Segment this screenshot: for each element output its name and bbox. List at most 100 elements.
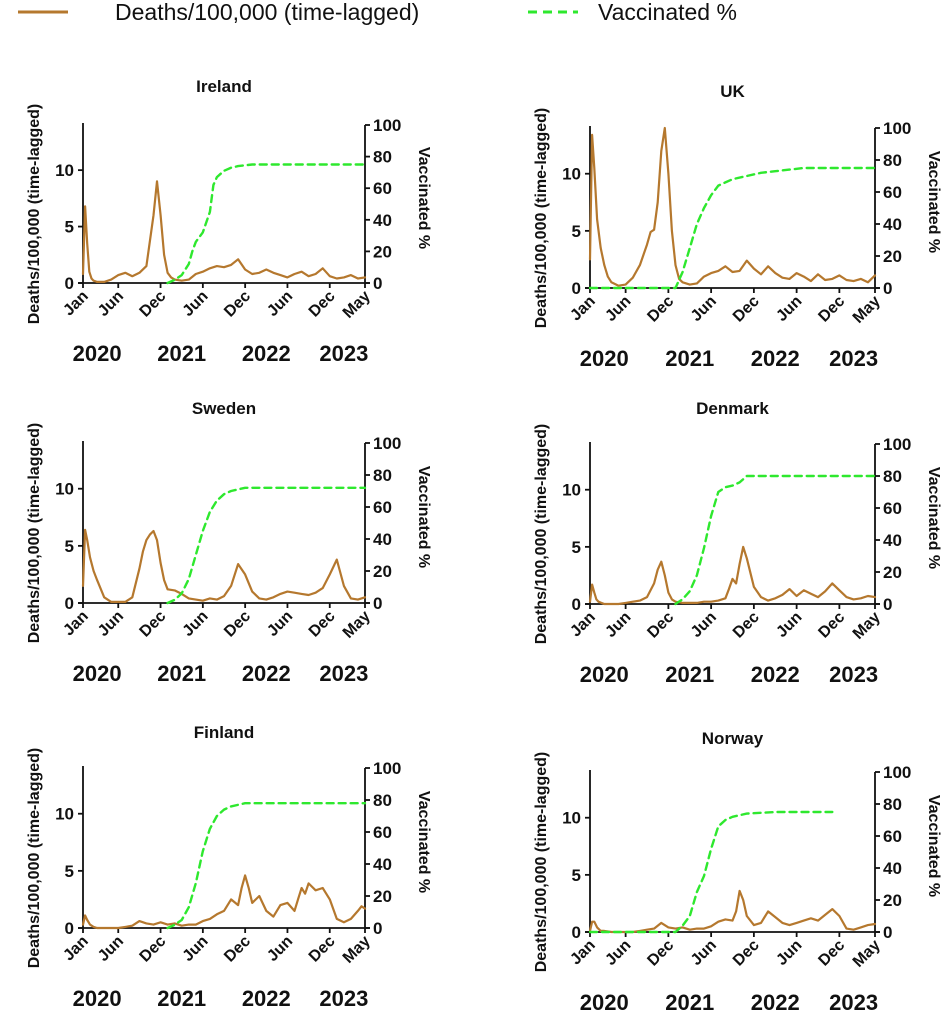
x-tick-label: Jun bbox=[95, 933, 127, 965]
x-tick-label: Dec bbox=[306, 933, 339, 966]
year-label: 2022 bbox=[242, 986, 291, 1011]
right-tick-label: 60 bbox=[373, 498, 392, 517]
x-tick-label: Dec bbox=[815, 937, 848, 970]
legend-vaccinated-label: Vaccinated % bbox=[598, 0, 737, 25]
right-tick-label: 20 bbox=[883, 247, 902, 266]
right-tick-label: 20 bbox=[373, 242, 392, 261]
left-axis-label: Deaths/100,000 (time-lagged) bbox=[533, 424, 550, 645]
left-tick-label: 10 bbox=[55, 805, 74, 824]
series-vaccinated-line bbox=[674, 474, 877, 606]
x-tick-label: Jun bbox=[688, 937, 720, 969]
right-tick-label: 60 bbox=[883, 183, 902, 202]
left-tick-label: 0 bbox=[65, 274, 74, 293]
right-tick-label: 60 bbox=[373, 823, 392, 842]
x-tick-label: Jun bbox=[180, 608, 212, 640]
x-tick-label: Dec bbox=[730, 293, 763, 326]
x-tick-label: Dec bbox=[644, 609, 677, 642]
x-tick-label: Dec bbox=[815, 609, 848, 642]
year-label: 2021 bbox=[157, 661, 206, 686]
x-tick-label: May bbox=[850, 293, 884, 327]
left-tick-label: 0 bbox=[572, 279, 581, 298]
right-tick-label: 60 bbox=[883, 827, 902, 846]
x-tick-label: Dec bbox=[306, 608, 339, 641]
right-tick-label: 100 bbox=[883, 763, 911, 782]
right-tick-label: 40 bbox=[373, 530, 392, 549]
series-vaccinated-line bbox=[588, 810, 834, 934]
x-tick-label: Jun bbox=[95, 288, 127, 320]
year-label: 2022 bbox=[751, 662, 800, 687]
year-label: 2020 bbox=[580, 990, 629, 1015]
left-tick-label: 5 bbox=[572, 866, 581, 885]
right-tick-label: 80 bbox=[883, 151, 902, 170]
year-label: 2022 bbox=[242, 341, 291, 366]
right-tick-label: 80 bbox=[373, 791, 392, 810]
x-tick-label: Jun bbox=[602, 293, 634, 325]
x-tick-label: Dec bbox=[221, 608, 254, 641]
year-label: 2023 bbox=[319, 661, 368, 686]
left-tick-label: 10 bbox=[562, 481, 581, 500]
x-tick-label: May bbox=[340, 933, 374, 967]
year-label: 2022 bbox=[242, 661, 291, 686]
right-tick-label: 20 bbox=[373, 887, 392, 906]
chart-title: Sweden bbox=[192, 399, 256, 418]
right-axis-label: Vaccinated % bbox=[925, 151, 942, 253]
left-tick-label: 0 bbox=[572, 923, 581, 942]
right-axis-label: Vaccinated % bbox=[415, 791, 432, 893]
right-tick-label: 0 bbox=[883, 279, 892, 298]
year-label: 2020 bbox=[73, 341, 122, 366]
series-deaths-line bbox=[81, 528, 367, 604]
year-label: 2020 bbox=[73, 986, 122, 1011]
x-tick-label: Dec bbox=[644, 937, 677, 970]
x-tick-label: Jun bbox=[688, 609, 720, 641]
right-tick-label: 100 bbox=[373, 434, 401, 453]
right-tick-label: 100 bbox=[373, 759, 401, 778]
x-tick-label: Jun bbox=[264, 933, 296, 965]
chart-title: Norway bbox=[702, 729, 764, 748]
left-tick-label: 5 bbox=[572, 222, 581, 241]
x-tick-label: May bbox=[340, 288, 374, 322]
left-axis-label: Deaths/100,000 (time-lagged) bbox=[26, 748, 43, 969]
year-label: 2023 bbox=[829, 990, 878, 1015]
x-tick-label: Dec bbox=[137, 608, 170, 641]
left-tick-label: 10 bbox=[55, 161, 74, 180]
x-tick-label: Dec bbox=[137, 933, 170, 966]
right-tick-label: 40 bbox=[373, 855, 392, 874]
left-tick-label: 0 bbox=[572, 595, 581, 614]
right-tick-label: 0 bbox=[883, 923, 892, 942]
x-tick-label: Jun bbox=[773, 293, 805, 325]
x-tick-label: Jun bbox=[264, 288, 296, 320]
right-axis-label: Vaccinated % bbox=[415, 147, 432, 249]
right-tick-label: 80 bbox=[373, 466, 392, 485]
year-label: 2021 bbox=[157, 986, 206, 1011]
right-tick-label: 20 bbox=[883, 563, 902, 582]
year-label: 2023 bbox=[319, 986, 368, 1011]
x-tick-label: Jun bbox=[602, 609, 634, 641]
year-label: 2023 bbox=[829, 346, 878, 371]
x-tick-label: Dec bbox=[137, 288, 170, 321]
series-vaccinated-line bbox=[166, 163, 367, 285]
right-tick-label: 0 bbox=[373, 594, 382, 613]
x-tick-label: Dec bbox=[221, 288, 254, 321]
year-label: 2020 bbox=[580, 346, 629, 371]
x-tick-label: May bbox=[850, 937, 884, 971]
left-tick-label: 0 bbox=[65, 919, 74, 938]
right-axis-label: Vaccinated % bbox=[925, 467, 942, 569]
left-axis-label: Deaths/100,000 (time-lagged) bbox=[533, 108, 550, 329]
x-tick-label: Dec bbox=[730, 937, 763, 970]
year-label: 2021 bbox=[665, 346, 714, 371]
series-vaccinated-line bbox=[588, 166, 877, 290]
right-tick-label: 0 bbox=[883, 595, 892, 614]
left-tick-label: 5 bbox=[65, 537, 74, 556]
x-tick-label: Jun bbox=[773, 937, 805, 969]
left-tick-label: 10 bbox=[562, 809, 581, 828]
chart-title: Finland bbox=[194, 723, 254, 742]
x-tick-label: Jun bbox=[688, 293, 720, 325]
right-tick-label: 60 bbox=[883, 499, 902, 518]
right-tick-label: 80 bbox=[373, 148, 392, 167]
right-tick-label: 40 bbox=[883, 859, 902, 878]
series-deaths-line bbox=[81, 180, 367, 283]
